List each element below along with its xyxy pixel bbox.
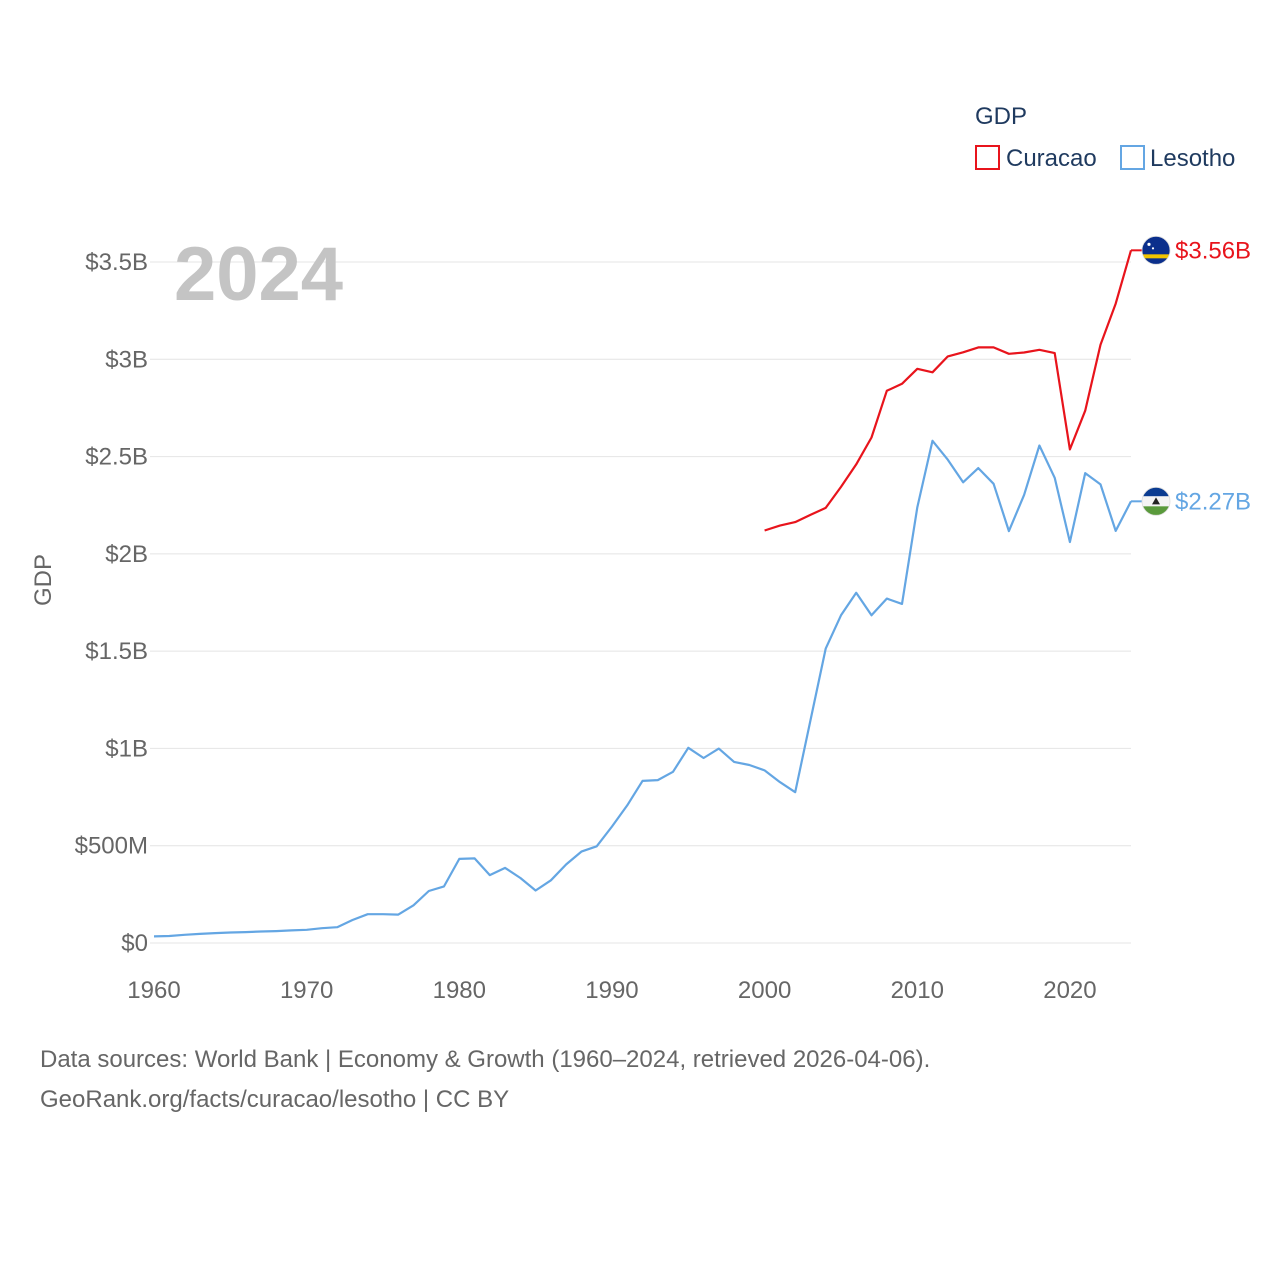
curacao-flag-icon	[1141, 235, 1171, 265]
x-axis-ticks: 1960 1970 1980 1990 2000 2010 2020	[127, 977, 1096, 1004]
legend-label-curacao: Curacao	[1006, 145, 1097, 172]
end-value-label-curacao: $3.56B	[1175, 237, 1251, 264]
y-tick-label: $1B	[105, 735, 148, 762]
y-tick-label: $3.5B	[85, 249, 148, 276]
x-tick-label: 1980	[433, 977, 486, 1004]
legend-item-curacao[interactable]: Curacao	[975, 145, 1097, 172]
series-end-markers: $3.56B $2.27B	[1131, 235, 1251, 516]
series-lines	[153, 249, 1133, 938]
end-value-label-lesotho: $2.27B	[1175, 488, 1251, 515]
y-axis-title: GDP	[30, 554, 57, 606]
grid-lines	[150, 261, 1131, 944]
lesotho-flag-icon	[1141, 486, 1171, 516]
source-line-2: GeoRank.org/facts/curacao/lesotho | CC B…	[40, 1086, 510, 1113]
y-axis-ticks: $0 $500M $1B $1.5B $2B $2.5B $3B $3.5B	[75, 249, 148, 957]
legend-item-lesotho[interactable]: Lesotho	[1120, 145, 1235, 172]
x-tick-label: 2010	[891, 977, 944, 1004]
series-line-curacao	[764, 249, 1133, 532]
x-tick-label: 1970	[280, 977, 333, 1004]
legend: GDP Curacao Lesotho	[975, 103, 1235, 172]
y-tick-label: $2B	[105, 541, 148, 568]
source-line-1: Data sources: World Bank | Economy & Gro…	[40, 1046, 931, 1073]
year-stamp: 2024	[174, 232, 343, 317]
series-line-lesotho	[153, 439, 1132, 938]
y-tick-label: $1.5B	[85, 638, 148, 665]
legend-title: GDP	[975, 103, 1027, 130]
x-tick-label: 2020	[1043, 977, 1096, 1004]
y-tick-label: $2.5B	[85, 444, 148, 471]
y-tick-label: $0	[121, 930, 148, 957]
legend-label-lesotho: Lesotho	[1150, 145, 1235, 172]
legend-swatch-curacao	[975, 145, 1000, 170]
x-tick-label: 1990	[585, 977, 638, 1004]
y-tick-label: $3B	[105, 346, 148, 373]
y-tick-label: $500M	[75, 833, 148, 860]
x-tick-label: 1960	[127, 977, 180, 1004]
source-note: Data sources: World Bank | Economy & Gro…	[40, 1040, 930, 1120]
legend-swatch-lesotho	[1120, 145, 1145, 170]
x-tick-label: 2000	[738, 977, 791, 1004]
